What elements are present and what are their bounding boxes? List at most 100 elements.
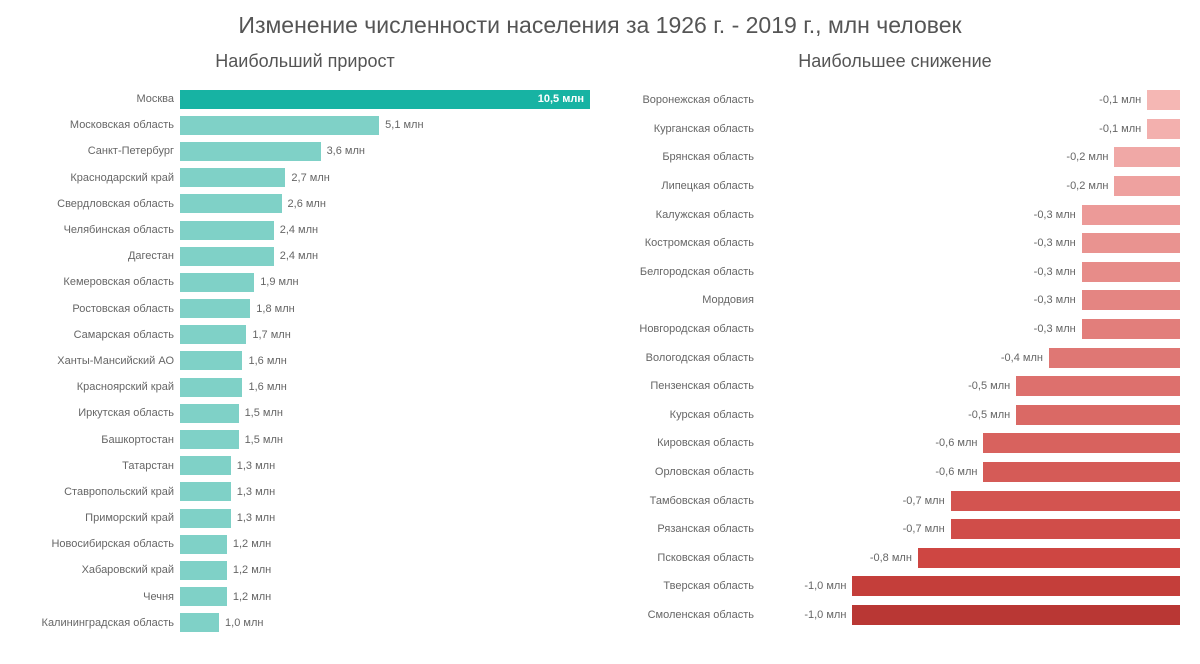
growth-bar	[180, 325, 246, 344]
growth-label: Красноярский край	[20, 381, 180, 393]
growth-row: Московская область5,1 млн	[20, 112, 590, 138]
decline-track: -1,0 млн	[760, 576, 1180, 596]
growth-bar	[180, 351, 242, 370]
decline-bar	[852, 605, 1180, 625]
decline-row: Рязанская область-0,7 млн	[610, 515, 1180, 544]
decline-row: Костромская область -0,3 млн	[610, 229, 1180, 258]
growth-label: Чечня	[20, 591, 180, 603]
decline-bar	[951, 491, 1180, 511]
main-title: Изменение численности населения за 1926 …	[0, 0, 1200, 45]
decline-value: -0,2 млн	[1066, 147, 1108, 167]
growth-label: Калининградская область	[20, 617, 180, 629]
growth-bar	[180, 587, 227, 606]
decline-bar	[1016, 405, 1180, 425]
growth-value: 2,6 млн	[282, 194, 326, 213]
decline-row: Мордовия-0,3 млн	[610, 286, 1180, 315]
growth-track: 1,3 млн	[180, 509, 590, 528]
decline-row: Тамбовская область-0,7 млн	[610, 486, 1180, 515]
decline-row: Орловская область-0,6 млн	[610, 458, 1180, 487]
growth-label: Хабаровский край	[20, 564, 180, 576]
decline-value: -0,4 млн	[1001, 348, 1043, 368]
decline-track: -0,3 млн	[760, 205, 1180, 225]
growth-label: Свердловская область	[20, 198, 180, 210]
growth-bar	[180, 194, 282, 213]
decline-label: Воронежская область	[610, 94, 760, 106]
growth-label: Иркутская область	[20, 407, 180, 419]
decline-track: -0,5 млн	[760, 405, 1180, 425]
decline-row: Липецкая область-0,2 млн	[610, 172, 1180, 201]
decline-row: Тверская область-1,0 млн	[610, 572, 1180, 601]
decline-label: Брянская область	[610, 151, 760, 163]
growth-value: 1,5 млн	[239, 430, 283, 449]
growth-bar	[180, 221, 274, 240]
decline-value: -0,3 млн	[1034, 262, 1076, 282]
decline-track: -0,1 млн	[760, 90, 1180, 110]
growth-label: Ростовская область	[20, 303, 180, 315]
growth-track: 1,5 млн	[180, 430, 590, 449]
growth-value: 10,5 млн	[538, 90, 584, 109]
growth-value: 5,1 млн	[379, 116, 423, 135]
growth-label: Самарская область	[20, 329, 180, 341]
decline-label: Тверская область	[610, 580, 760, 592]
decline-track: -0,7 млн	[760, 491, 1180, 511]
decline-value: -0,3 млн	[1034, 233, 1076, 253]
decline-track: -0,6 млн	[760, 433, 1180, 453]
decline-bar	[1147, 90, 1180, 110]
growth-value: 2,4 млн	[274, 221, 318, 240]
growth-row: Санкт-Петербург3,6 млн	[20, 138, 590, 164]
growth-row: Башкортостан1,5 млн	[20, 426, 590, 452]
growth-track: 3,6 млн	[180, 142, 590, 161]
decline-label: Курская область	[610, 409, 760, 421]
growth-bar: 10,5 млн	[180, 90, 590, 109]
growth-value: 2,7 млн	[285, 168, 329, 187]
decline-label: Псковская область	[610, 552, 760, 564]
decline-label: Костромская область	[610, 237, 760, 249]
growth-row: Москва10,5 млн	[20, 86, 590, 112]
growth-row: Ростовская область1,8 млн	[20, 296, 590, 322]
decline-bar	[1147, 119, 1180, 139]
decline-bar	[1082, 262, 1180, 282]
growth-value: 1,2 млн	[227, 561, 271, 580]
decline-panel-title: Наибольшее снижение	[610, 45, 1180, 86]
growth-row: Иркутская область1,5 млн	[20, 400, 590, 426]
growth-row: Самарская область 1,7 млн	[20, 322, 590, 348]
growth-track: 1,2 млн	[180, 561, 590, 580]
charts-row: Наибольший прирост Москва10,5 млнМосковс…	[0, 45, 1200, 636]
decline-bar	[1049, 348, 1180, 368]
decline-label: Мордовия	[610, 294, 760, 306]
growth-track: 1,3 млн	[180, 482, 590, 501]
growth-row: Ханты-Мансийский АО1,6 млн	[20, 348, 590, 374]
growth-bar	[180, 299, 250, 318]
decline-track: -0,1 млн	[760, 119, 1180, 139]
decline-value: -0,3 млн	[1034, 205, 1076, 225]
growth-row: Челябинская область2,4 млн	[20, 217, 590, 243]
growth-track: 1,2 млн	[180, 587, 590, 606]
decline-value: -0,1 млн	[1099, 90, 1141, 110]
decline-bar	[1016, 376, 1180, 396]
decline-bar	[852, 576, 1180, 596]
growth-row: Новосибирская область 1,2 млн	[20, 531, 590, 557]
decline-track: -0,3 млн	[760, 290, 1180, 310]
decline-panel: Наибольшее снижение Воронежская область -…	[600, 45, 1190, 636]
decline-label: Тамбовская область	[610, 495, 760, 507]
decline-value: -0,1 млн	[1099, 119, 1141, 139]
growth-label: Новосибирская область	[20, 538, 180, 550]
growth-value: 1,6 млн	[242, 351, 286, 370]
growth-value: 3,6 млн	[321, 142, 365, 161]
growth-track: 2,7 млн	[180, 168, 590, 187]
growth-row: Калининградская область1,0 млн	[20, 610, 590, 636]
decline-row: Кировская область-0,6 млн	[610, 429, 1180, 458]
growth-value: 1,2 млн	[227, 535, 271, 554]
decline-track: -0,8 млн	[760, 548, 1180, 568]
growth-track: 10,5 млн	[180, 90, 590, 109]
decline-bar	[983, 433, 1180, 453]
growth-track: 1,6 млн	[180, 351, 590, 370]
decline-row: Калужская область-0,3 млн	[610, 200, 1180, 229]
decline-bar	[1082, 290, 1180, 310]
growth-value: 1,9 млн	[254, 273, 298, 292]
growth-bar	[180, 247, 274, 266]
growth-row: Хабаровский край 1,2 млн	[20, 557, 590, 583]
growth-track: 1,7 млн	[180, 325, 590, 344]
decline-value: -0,6 млн	[935, 433, 977, 453]
growth-value: 1,7 млн	[246, 325, 290, 344]
